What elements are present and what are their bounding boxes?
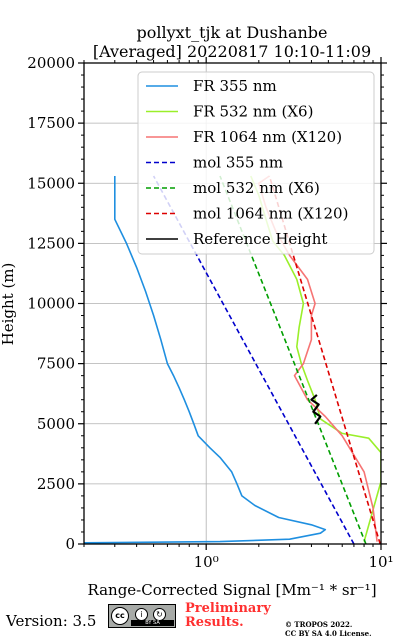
y-tick-label: 20000 bbox=[27, 54, 75, 72]
legend-label: mol 1064 nm (X120) bbox=[193, 205, 348, 223]
series-line-reference-height bbox=[310, 394, 322, 425]
credit-line-1: © TROPOS 2022. bbox=[285, 620, 353, 629]
legend-label: mol 532 nm (X6) bbox=[193, 179, 320, 197]
x-tick-label: 10⁰ bbox=[194, 553, 219, 571]
y-tick-label: 10000 bbox=[27, 295, 75, 313]
profile-chart: pollyxt_tjk at Dushanbe[Averaged] 202208… bbox=[0, 23, 394, 599]
legend-label: FR 532 nm (X6) bbox=[193, 103, 313, 121]
footer: Version: 3.5 cc i ↻ BY SA Preliminary Re… bbox=[0, 600, 400, 640]
legend: FR 355 nm FR 532 nm (X6) FR 1064 nm (X120)… bbox=[137, 71, 375, 255]
legend-label: mol 355 nm bbox=[193, 154, 283, 172]
cc-license-badge[interactable]: cc i ↻ BY SA bbox=[108, 604, 176, 628]
y-tick-label: 2500 bbox=[37, 475, 75, 493]
y-tick-label: 17500 bbox=[27, 114, 75, 132]
y-tick-label: 5000 bbox=[37, 415, 75, 433]
copyright-credit: © TROPOS 2022. CC BY SA 4.0 License. bbox=[285, 620, 372, 638]
chart-title-line-1: pollyxt_tjk at Dushanbe bbox=[136, 23, 327, 42]
legend-label: FR 1064 nm (X120) bbox=[193, 128, 342, 146]
series-line-mol-355-nm bbox=[152, 175, 355, 544]
y-tick-label: 7500 bbox=[37, 355, 75, 373]
y-axis-label: Height (m) bbox=[0, 263, 17, 346]
legend-label: Reference Height bbox=[193, 230, 327, 248]
legend-label: FR 355 nm bbox=[193, 77, 277, 95]
x-tick-label: 10¹ bbox=[368, 553, 393, 571]
legend-box bbox=[137, 71, 375, 255]
y-tick-label: 15000 bbox=[27, 174, 75, 192]
chart-title-line-2: [Averaged] 20220817 10:10-11:09 bbox=[93, 42, 371, 61]
version-label: Version: 3.5 bbox=[6, 612, 97, 630]
preliminary-line-2: Results. bbox=[185, 615, 244, 630]
credit-line-2: CC BY SA 4.0 License. bbox=[285, 629, 372, 638]
y-tick-label: 12500 bbox=[27, 234, 75, 252]
y-tick-label: 0 bbox=[65, 535, 75, 553]
preliminary-notice: Preliminary Results. bbox=[185, 602, 271, 630]
x-axis-label: Range-Corrected Signal [Mm⁻¹ * sr⁻¹] bbox=[87, 581, 376, 599]
license-bar-label: BY SA bbox=[131, 620, 174, 626]
share-alike-icon: ↻ bbox=[153, 608, 166, 621]
preliminary-line-1: Preliminary bbox=[185, 601, 271, 616]
series-line-fr-355-nm bbox=[84, 176, 327, 544]
cc-icon: cc bbox=[111, 607, 129, 625]
